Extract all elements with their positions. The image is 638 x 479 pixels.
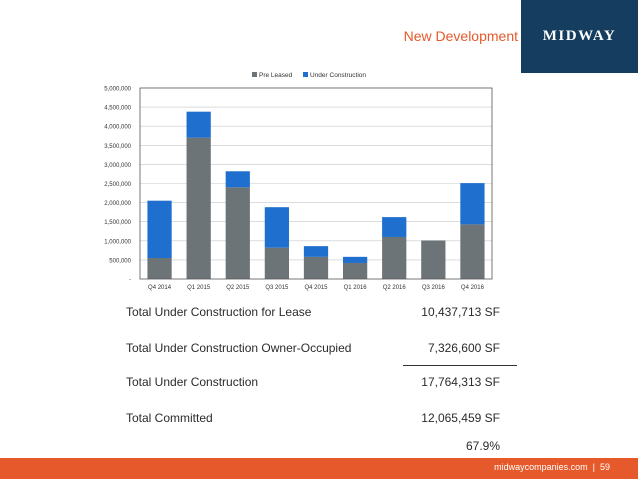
x-tick-label: Q2 2015 [226,285,250,291]
midway-logo: MIDWAY [521,0,638,73]
x-tick-label: Q2 2016 [383,285,407,291]
legend-label: Pre Leased [259,72,293,79]
x-tick-label: Q1 2015 [187,285,211,291]
summary-value: 12,065,459 SF [421,411,500,425]
bar-segment [225,171,250,188]
footer-bar: midwaycompanies.com | 59 [0,458,638,479]
y-tick-label: 1,000,000 [104,239,131,245]
y-tick-label: 5,000,000 [104,87,131,93]
bar-segment [186,137,211,279]
y-tick-label: 4,000,000 [104,125,131,131]
committed-percent: 67.9% [465,439,500,453]
x-tick-label: Q4 2015 [304,285,328,291]
summary-row-construction-for-lease: Total Under Construction for Lease 10,43… [126,305,500,321]
page-number: 59 [599,462,610,472]
bar-segment [421,240,446,279]
y-tick-label: 4,500,000 [104,106,131,112]
bar-segment [264,247,290,279]
summary-divider [403,365,517,366]
x-tick-label: Q3 2016 [422,285,446,291]
footer-separator: | [592,462,595,472]
y-tick-label: 3,500,000 [104,144,131,150]
summary-row-owner-occupied: Total Under Construction Owner-Occupied … [126,341,500,357]
plot-frame [139,87,493,280]
bar-segment [186,111,211,138]
x-tick-label: Q4 2014 [148,285,172,291]
y-tick-label: - [129,278,131,284]
y-tick-label: 3,000,000 [104,163,131,169]
bar-segment [460,224,485,279]
summary-label: Total Committed [126,411,213,425]
legend-swatch [303,72,308,77]
x-tick-label: Q1 2016 [344,285,368,291]
summary-row-total-committed: Total Committed 12,065,459 SF [126,411,500,427]
y-tick-label: 1,500,000 [104,220,131,226]
legend-swatch [252,72,257,77]
summary-value: 7,326,600 SF [427,341,500,355]
chart-x-tick-labels: Q4 2014 Q1 2015 Q2 2015 Q3 2015 Q4 2015 Q1 20… [148,285,485,291]
summary-value: 10,437,713 SF [421,305,500,319]
bar-segment [460,183,485,225]
summary-label: Total Under Construction [126,375,259,389]
bar-segment [264,207,290,248]
summary-value: 17,764,313 SF [421,375,500,389]
summary-label: Total Under Construction for Lease [126,305,312,319]
bar-segment [147,257,172,279]
x-tick-label: Q3 2015 [265,285,289,291]
x-tick-label: Q4 2016 [461,285,485,291]
bar-segment [342,256,368,263]
y-tick-label: 2,500,000 [104,182,131,188]
bar-segment [147,200,172,258]
bar-segment [303,246,329,257]
summary-label: Total Under Construction Owner-Occupied [126,341,352,355]
bar-segment [303,256,329,279]
slide-title: New Development [403,28,518,44]
bar-segment [342,262,368,279]
chart-legend: Pre Leased Under Construction [252,72,366,79]
footer-text: midwaycompanies.com | 59 [494,462,610,472]
chart-y-tick-labels: - 500,000 1,000,000 1,500,000 2,000,000 2,500… [104,87,131,284]
bar-segment [382,236,407,279]
stacked-bar-chart: - 500,000 1,000,000 1,500,000 2,000,000 2,500… [104,72,493,291]
bar-segment [382,217,407,237]
summary-row-total-construction: Total Under Construction 17,764,313 SF [126,375,500,391]
footer-site-link[interactable]: midwaycompanies.com [494,462,588,472]
logo-text: MIDWAY [542,28,617,44]
bar-segment [225,187,250,279]
chart-bars [147,111,485,279]
y-tick-label: 2,000,000 [104,201,131,207]
legend-label: Under Construction [310,72,366,79]
y-tick-label: 500,000 [109,258,131,264]
